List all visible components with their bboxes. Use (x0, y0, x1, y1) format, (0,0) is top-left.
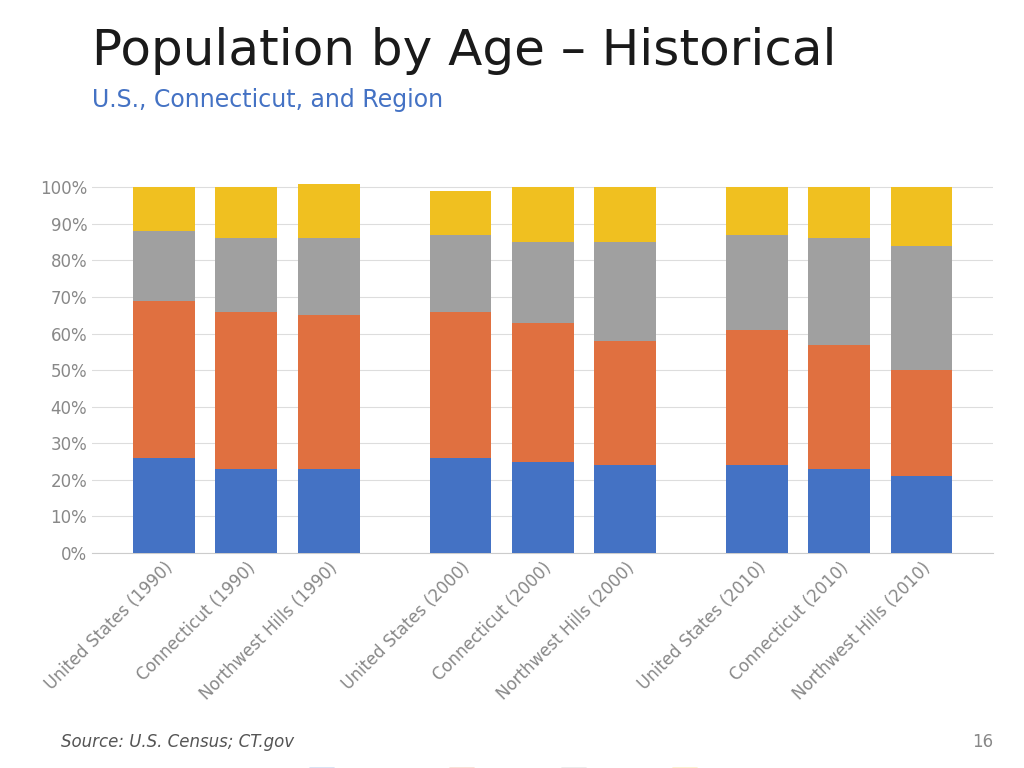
Bar (594, 341, 656, 465)
Bar (726, 235, 787, 330)
Text: U.S., Connecticut, and Region: U.S., Connecticut, and Region (92, 88, 443, 112)
Bar (512, 462, 573, 553)
Bar (891, 246, 952, 370)
Bar (215, 238, 278, 312)
Bar (512, 187, 573, 242)
Legend: Under 18, 18-44, 45-64, Over 64: Under 18, 18-44, 45-64, Over 64 (302, 761, 783, 768)
Bar (133, 458, 195, 553)
Bar (808, 468, 870, 553)
Bar (808, 187, 870, 238)
Bar (429, 312, 492, 458)
Text: 16: 16 (972, 733, 993, 751)
Bar (891, 476, 952, 553)
Bar (298, 238, 359, 315)
Bar (298, 184, 359, 238)
Bar (512, 242, 573, 323)
Bar (298, 468, 359, 553)
Bar (215, 468, 278, 553)
Bar (808, 238, 870, 345)
Bar (594, 187, 656, 242)
Bar (133, 300, 195, 458)
Bar (594, 242, 656, 341)
Text: Source: U.S. Census; CT.gov: Source: U.S. Census; CT.gov (61, 733, 295, 751)
Bar (429, 235, 492, 312)
Bar (808, 345, 870, 468)
Bar (726, 465, 787, 553)
Bar (726, 330, 787, 465)
Bar (726, 187, 787, 235)
Bar (429, 191, 492, 235)
Bar (594, 465, 656, 553)
Bar (891, 370, 952, 476)
Bar (215, 187, 278, 238)
Bar (133, 187, 195, 231)
Bar (133, 231, 195, 300)
Bar (429, 458, 492, 553)
Bar (298, 315, 359, 468)
Text: Population by Age – Historical: Population by Age – Historical (92, 27, 837, 75)
Bar (512, 323, 573, 462)
Bar (891, 187, 952, 246)
Bar (215, 312, 278, 468)
